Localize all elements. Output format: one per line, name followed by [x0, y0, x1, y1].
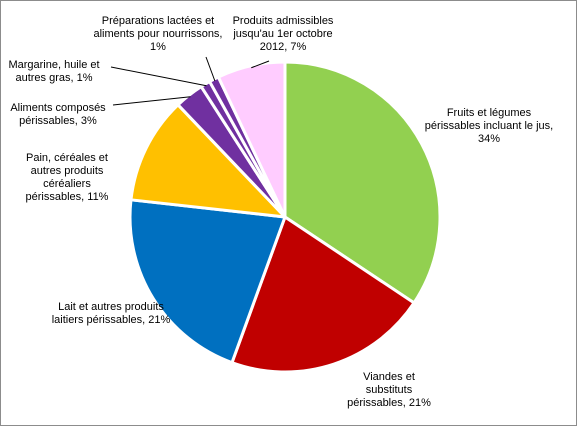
slice-label-pain-cereales: Pain, céréales et autres produits céréal… [25, 152, 109, 203]
leader-line-5 [110, 66, 207, 87]
pie-slice-1 [230, 215, 416, 374]
pie-slice-7 [216, 60, 287, 219]
leader-line-7 [251, 60, 270, 69]
leader-line-4 [112, 96, 191, 106]
slice-label-produits-admissibles: Produits admissibles jusqu'au 1er octobr… [232, 15, 334, 53]
leader-line-6 [205, 56, 216, 82]
pie-slice-3 [129, 103, 287, 219]
slice-label-lait: Lait et autres produits laitiers périssa… [51, 301, 171, 326]
slice-label-aliments-composes: Aliments composés périssables, 3% [10, 102, 106, 127]
slice-label-preparations-lactees: Préparations lactées et aliments pour no… [93, 15, 223, 53]
slice-label-margarine: Margarine, huile et autres gras, 1% [8, 59, 100, 84]
pie-slice-2 [128, 198, 287, 365]
slice-label-fruits-legumes: Fruits et légumes périssables incluant l… [424, 107, 554, 145]
slice-label-viandes: Viandes et substituts périssables, 21% [347, 371, 431, 409]
